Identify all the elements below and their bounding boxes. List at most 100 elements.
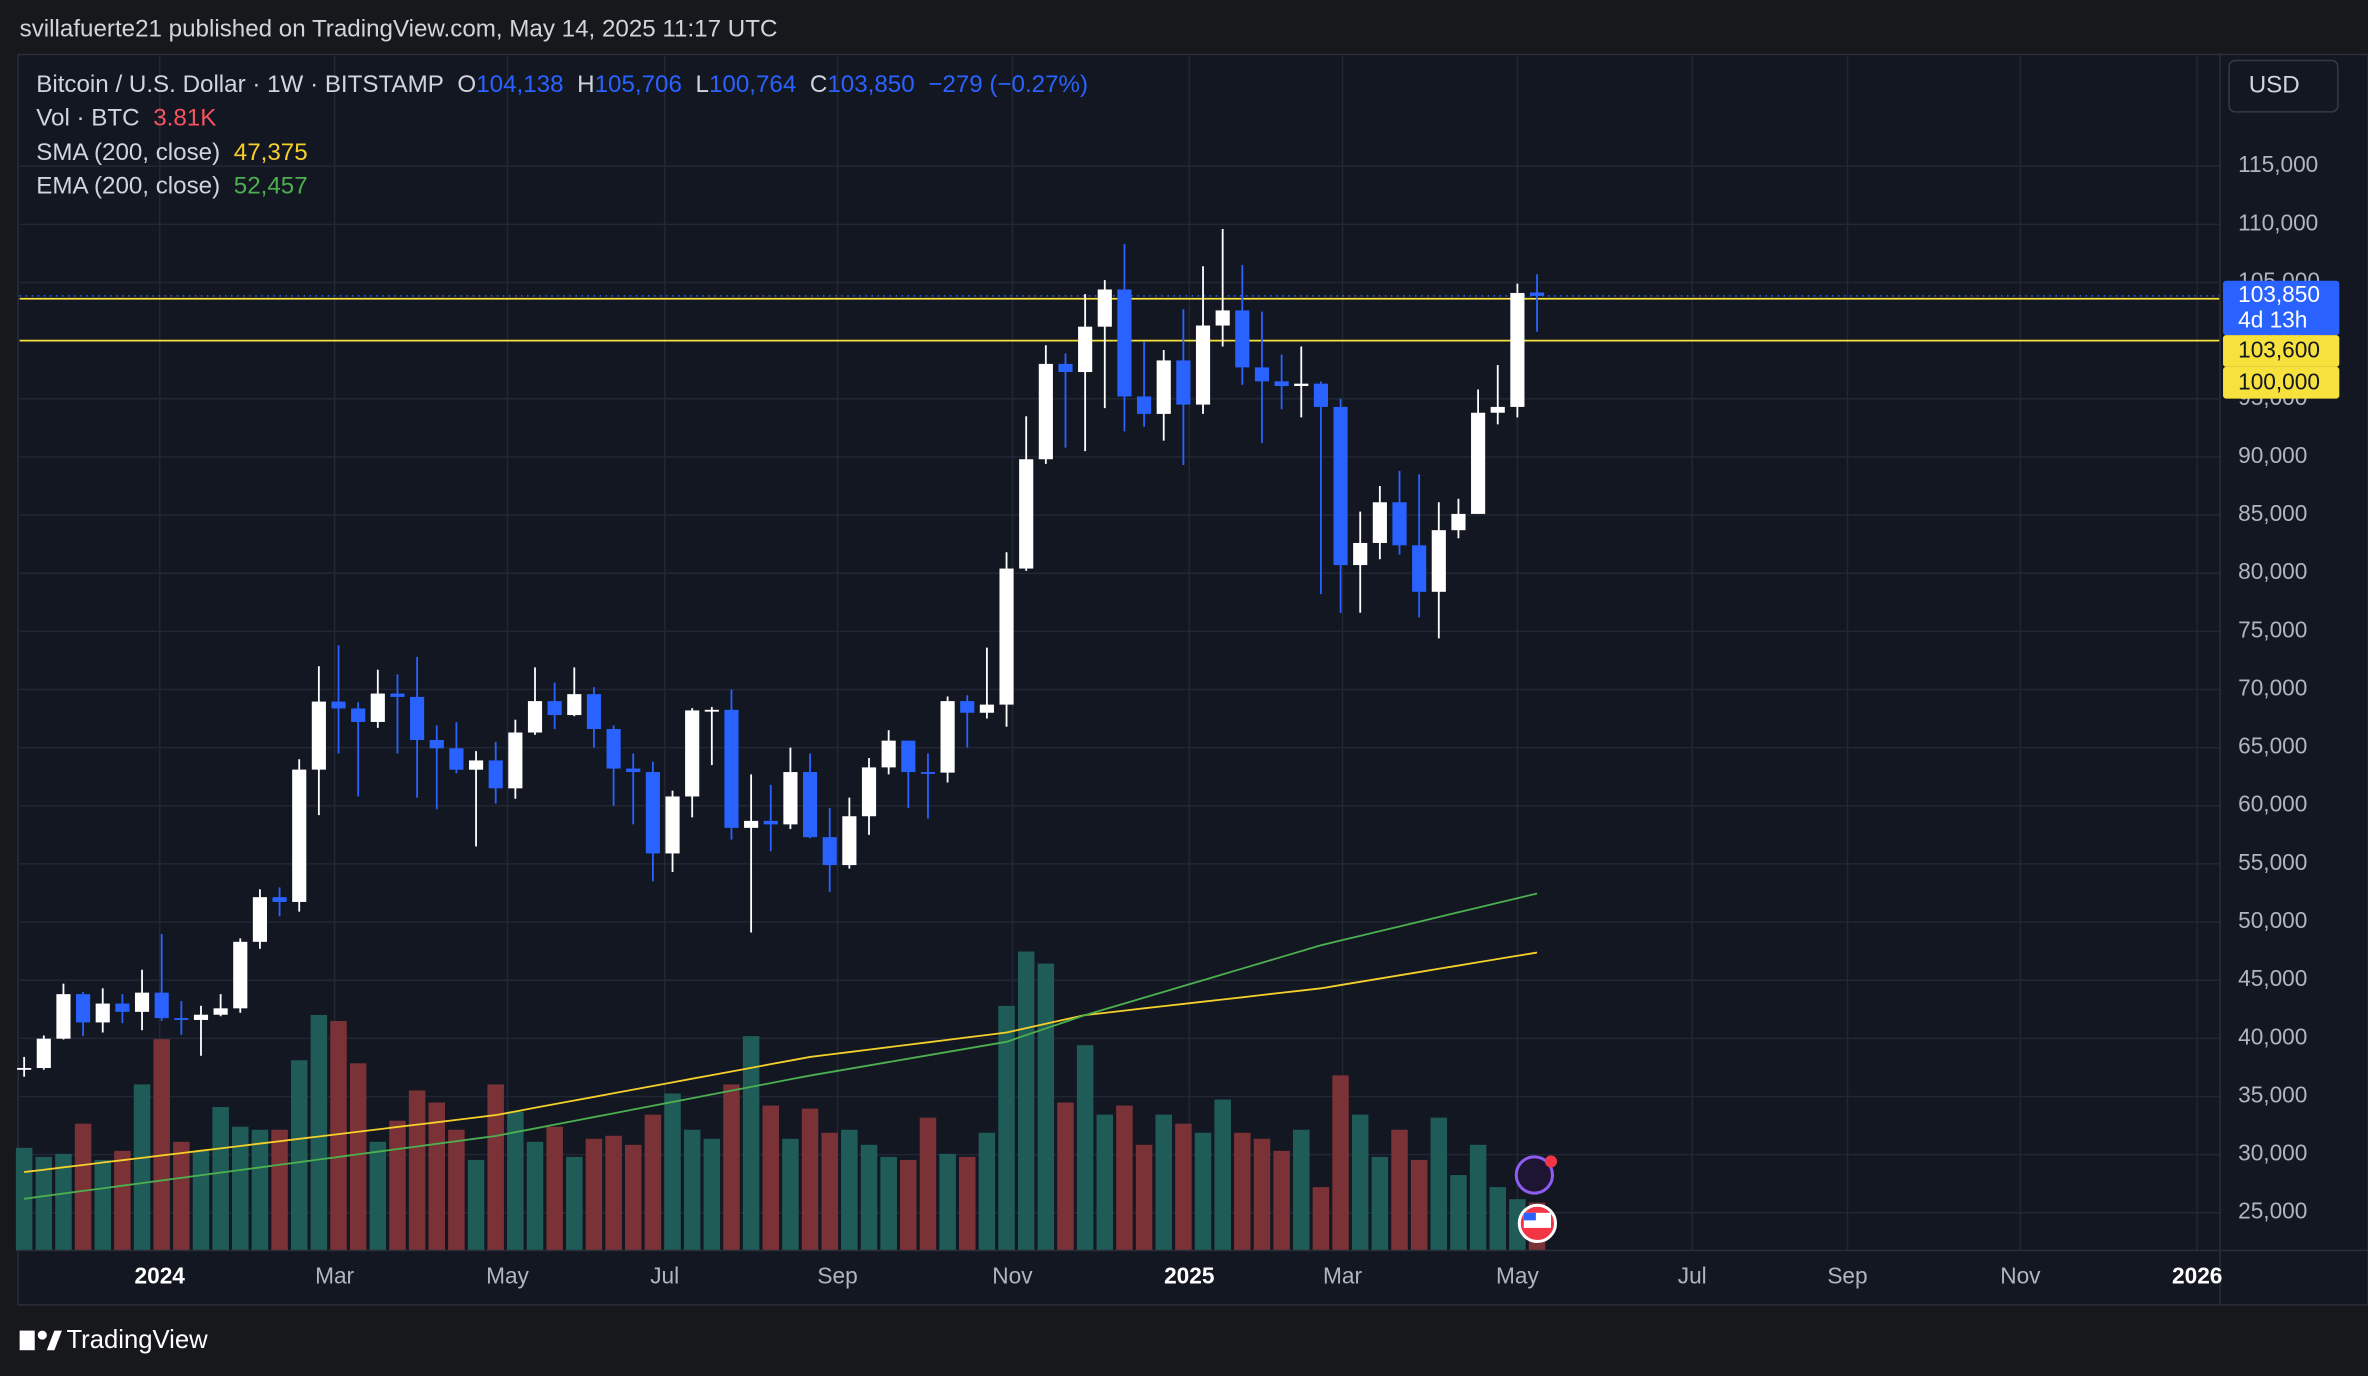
- volume-bar: [1096, 1114, 1114, 1251]
- candle-body: [881, 740, 896, 768]
- logo: [19, 1330, 35, 1351]
- volume-bar: [1194, 1132, 1212, 1251]
- candle-body: [95, 1003, 110, 1023]
- x-tick-label: Mar: [315, 1263, 354, 1289]
- candle-body: [1019, 459, 1034, 569]
- volume-bar: [1450, 1175, 1467, 1251]
- candle-body: [252, 897, 267, 942]
- candle-body: [1215, 310, 1230, 326]
- candle-body: [1235, 310, 1250, 368]
- candle-body: [1078, 326, 1093, 373]
- volume-bar: [900, 1159, 917, 1251]
- candle-body: [940, 701, 955, 773]
- price-line-label: 100,000: [2238, 368, 2320, 394]
- price-line-tag: [2223, 335, 2340, 367]
- candle-body: [901, 740, 916, 773]
- candle-body: [370, 693, 385, 722]
- ohlc-value: 104,138: [476, 72, 563, 99]
- alert-icon[interactable]: [1514, 1155, 1554, 1195]
- candles: [17, 229, 1545, 1077]
- candle-body: [154, 992, 169, 1019]
- y-tick-label: 65,000: [2238, 733, 2307, 759]
- volume-bar: [978, 1132, 996, 1251]
- volume-bar: [74, 1123, 92, 1251]
- logo: [37, 1330, 47, 1340]
- volume-bar: [782, 1138, 799, 1251]
- legend-ema: EMA (200, close) 52,457: [36, 173, 307, 200]
- y-tick-label: 90,000: [2238, 442, 2307, 468]
- volume-bar: [114, 1150, 131, 1251]
- volume-bar: [487, 1084, 504, 1251]
- ohlc-value: 100,764: [709, 72, 796, 99]
- volume-bar: [1410, 1159, 1428, 1251]
- candle-body: [1490, 406, 1505, 413]
- volume-bar: [801, 1108, 819, 1251]
- volume-bar: [94, 1159, 111, 1251]
- y-tick-label: 55,000: [2238, 849, 2307, 875]
- chart-pane: [17, 53, 2368, 1306]
- volume-bar: [310, 1014, 328, 1251]
- ohlc-key: L: [696, 72, 709, 99]
- volume-bar: [958, 1156, 976, 1251]
- y-tick-label: 85,000: [2238, 500, 2307, 526]
- volume-bar: [1273, 1150, 1290, 1251]
- candle-body: [861, 767, 877, 817]
- volume-bar: [683, 1129, 701, 1251]
- volume-bar: [212, 1107, 229, 1251]
- volume-bar: [428, 1102, 446, 1251]
- candle-body: [1176, 360, 1191, 405]
- overlay-name: EMA (200, close): [36, 173, 220, 200]
- y-tick-label: 75,000: [2238, 616, 2307, 642]
- volume-bar: [526, 1141, 544, 1251]
- volume-bar: [1312, 1187, 1330, 1251]
- candle-body: [1274, 381, 1289, 386]
- x-tick-label: May: [1496, 1263, 1539, 1289]
- volume-bar: [1214, 1099, 1231, 1251]
- volume-bar: [762, 1105, 780, 1251]
- candle-body: [449, 748, 464, 770]
- candle-body: [56, 994, 71, 1039]
- volume-bar: [330, 1021, 347, 1251]
- footer: TradingView: [19, 1326, 208, 1354]
- volume-bar: [723, 1084, 740, 1251]
- last-price-label: 103,850: [2238, 281, 2320, 307]
- candle-body: [783, 772, 798, 825]
- y-tick-label: 25,000: [2238, 1198, 2307, 1224]
- candle-body: [547, 701, 562, 716]
- currency-button[interactable]: [2228, 59, 2339, 113]
- y-tick-label: 115,000: [2238, 151, 2318, 177]
- y-tick-label: 60,000: [2238, 791, 2307, 817]
- overlay-line: [24, 951, 1538, 1173]
- volume-bar: [742, 1036, 760, 1251]
- volume-bar: [605, 1135, 622, 1251]
- candle-body: [508, 732, 523, 789]
- volume-bar: [389, 1120, 406, 1251]
- candle-body: [763, 820, 778, 825]
- volume-bar: [841, 1129, 858, 1251]
- symbol: Bitcoin / U.S. Dollar · 1W · BITSTAMP: [36, 72, 444, 99]
- legend-sma: SMA (200, close) 47,375: [36, 140, 307, 167]
- change: −279 (−0.27%): [928, 72, 1088, 99]
- candle-body: [606, 729, 621, 769]
- volume-bar: [1175, 1123, 1192, 1251]
- volume-bar: [1253, 1138, 1271, 1251]
- volume-bar: [998, 1005, 1015, 1251]
- volume-bar: [251, 1129, 269, 1251]
- y-tick-label: 80,000: [2238, 558, 2307, 584]
- candle-body: [999, 568, 1014, 705]
- overlay-line: [24, 892, 1538, 1200]
- x-tick-label: Nov: [2000, 1263, 2041, 1289]
- candle-body: [468, 760, 484, 770]
- volume-bar: [664, 1093, 681, 1251]
- price-line-tag: [2223, 366, 2340, 399]
- y-tick-label: 35,000: [2238, 1081, 2307, 1107]
- candle-body: [272, 897, 287, 902]
- volume-bar: [173, 1141, 190, 1251]
- x-tick-label: Mar: [1323, 1263, 1362, 1289]
- currency: USD: [2249, 72, 2300, 99]
- candle-body: [1412, 545, 1427, 592]
- countdown: 4d 13h: [2238, 307, 2307, 333]
- candle-body: [685, 710, 700, 797]
- x-tick-label: Jul: [650, 1263, 679, 1289]
